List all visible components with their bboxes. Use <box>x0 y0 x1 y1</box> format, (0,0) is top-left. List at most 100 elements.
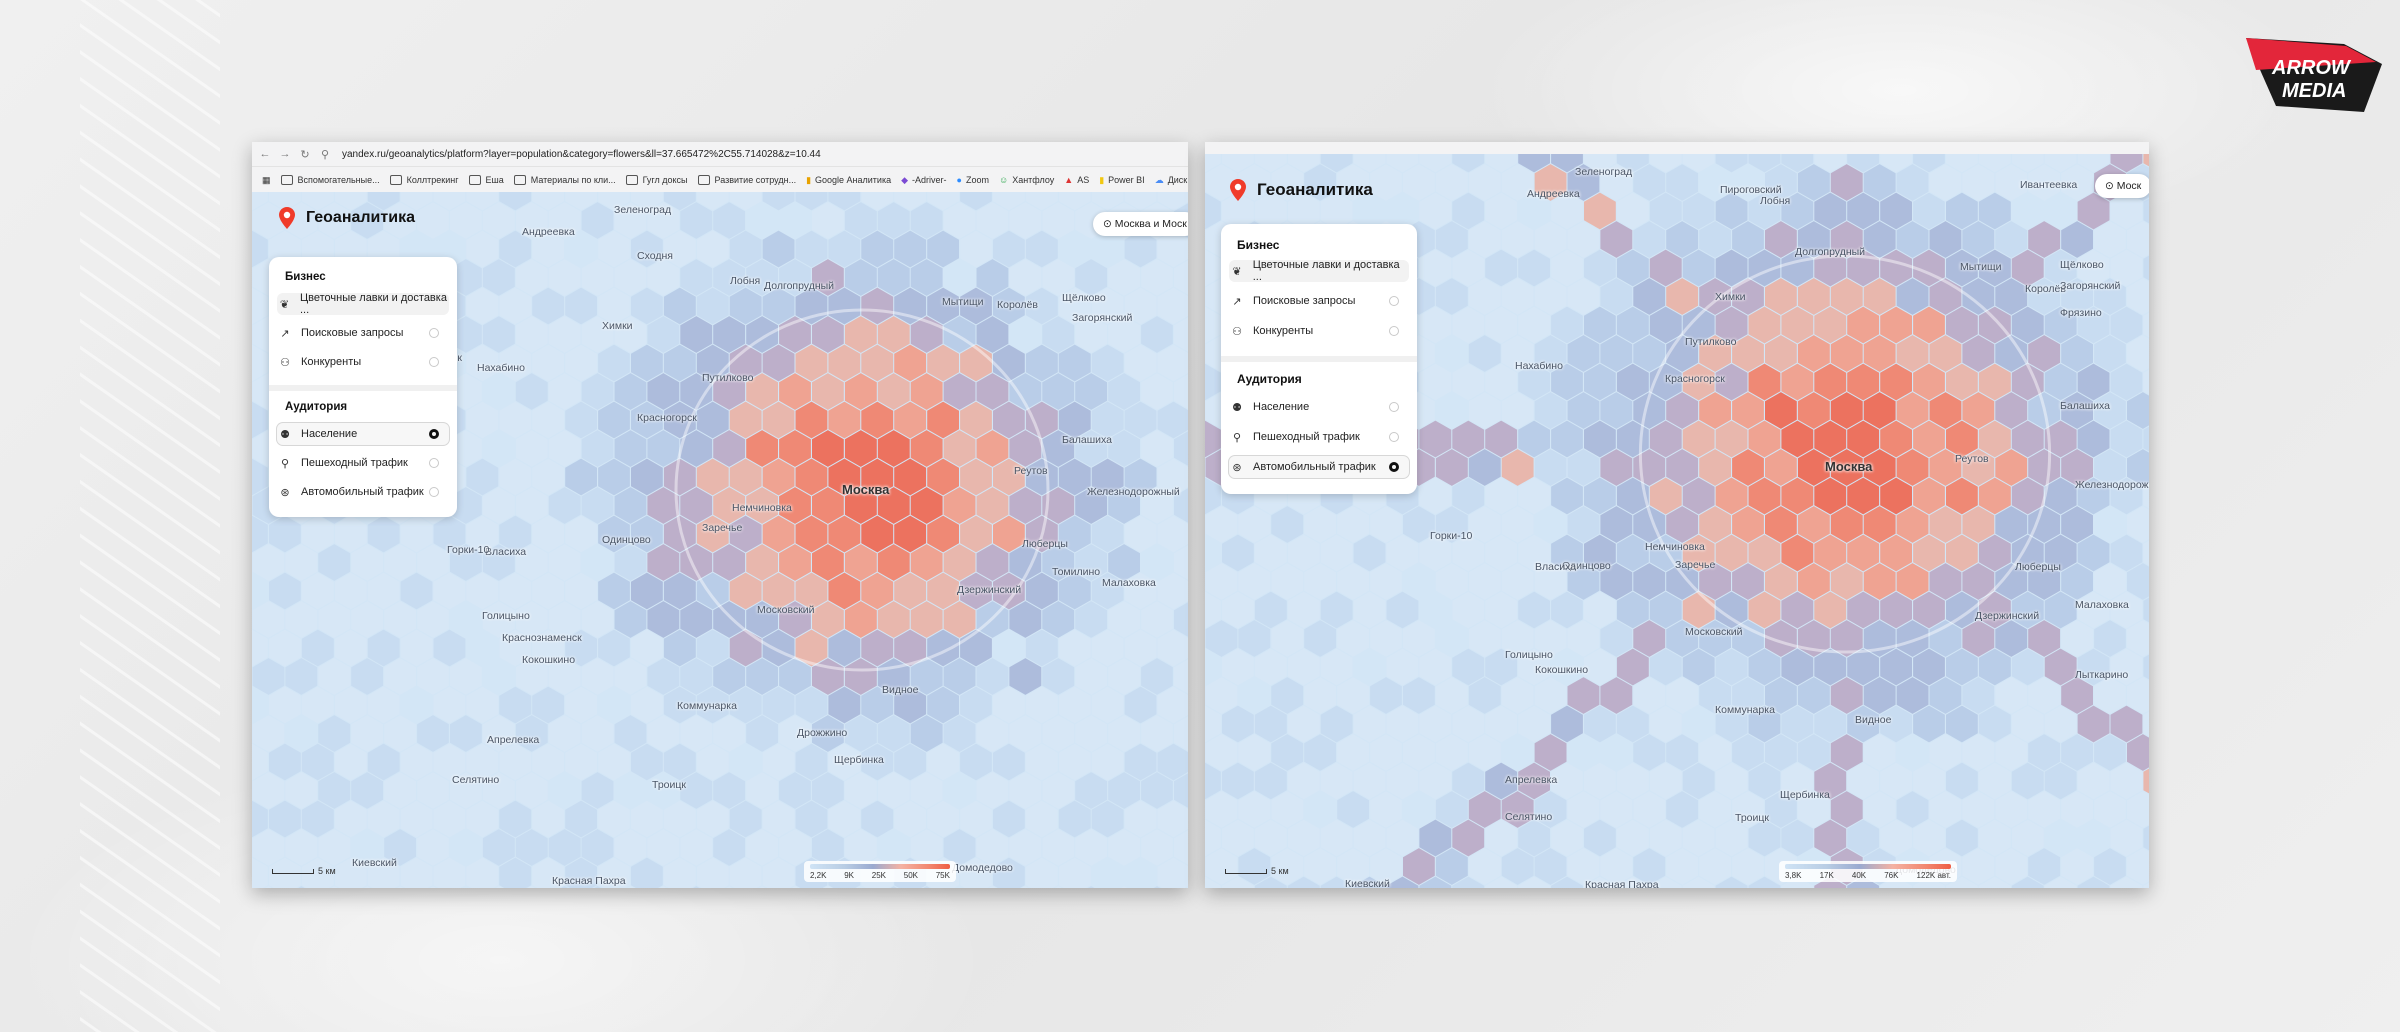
heat-hexagon <box>2011 306 2044 344</box>
map-scale: 5 км <box>268 866 336 876</box>
heat-hexagon <box>1847 876 1880 888</box>
heat-hexagon <box>1403 506 1435 543</box>
heat-hexagon <box>1025 572 1058 610</box>
radio-button[interactable] <box>429 458 439 468</box>
forward-icon[interactable]: → <box>279 148 291 160</box>
radio-button-selected[interactable] <box>429 429 439 439</box>
heat-hexagon <box>746 316 778 353</box>
heat-hexagon <box>1205 563 1238 600</box>
heat-hexagon <box>1946 705 1978 743</box>
place-label: Ивантеевка <box>2020 179 2078 191</box>
apps-grid-icon[interactable]: ▦ <box>262 174 271 185</box>
logo-text-line2: MEDIA <box>2282 80 2346 102</box>
layer-competitors[interactable]: ⚇ Конкуренты <box>1229 320 1409 342</box>
bookmark[interactable]: Еша <box>468 175 504 185</box>
heat-hexagon <box>400 572 433 610</box>
heat-hexagon <box>1287 192 1320 230</box>
heat-hexagon <box>1205 420 1221 458</box>
reload-icon[interactable]: ↻ <box>300 148 310 161</box>
heatmap-map[interactable]: Зеленоград Андреевка Сходня Лобня Долгопрудн… <box>252 192 1188 888</box>
heat-hexagon <box>1304 506 1337 543</box>
bookmark[interactable]: Гугл доксы <box>625 175 688 185</box>
category-dropdown[interactable]: ❦ Цветочные лавки и доставка ... <box>1229 259 1409 283</box>
heat-hexagon <box>1715 363 1748 401</box>
heat-hexagon <box>927 686 959 724</box>
radio-button[interactable] <box>429 487 439 497</box>
layer-population[interactable]: ⚉ Население <box>277 423 449 445</box>
heat-hexagon <box>1781 477 1814 515</box>
bookmark[interactable]: ▮ Google Аналитика <box>806 175 891 186</box>
heat-hexagon <box>1584 705 1616 743</box>
heat-hexagon <box>1682 534 1715 572</box>
bookmark[interactable]: ● Zoom <box>957 175 989 185</box>
powerbi-icon: ▮ <box>1099 174 1105 185</box>
heat-hexagon <box>779 772 811 809</box>
region-selector-button[interactable]: ⊙ Москва и Моск <box>1093 212 1188 236</box>
place-label: Дрожжино <box>797 727 848 739</box>
heat-hexagon <box>1797 506 1830 543</box>
radio-button[interactable] <box>429 328 439 338</box>
heat-hexagon <box>252 192 268 211</box>
layer-car-traffic[interactable]: ⊛ Автомобильный трафик <box>1229 456 1409 478</box>
bookmark[interactable]: ☺ Хантфлоу <box>999 175 1054 185</box>
heat-hexagon <box>680 715 713 752</box>
radio-button[interactable] <box>1389 432 1399 442</box>
layer-competitors[interactable]: ⚇ Конкуренты <box>277 351 449 373</box>
place-label: Зеленоград <box>1575 166 1633 178</box>
heatmap-map[interactable]: Зеленоград Пироговский Андреевка Ивантеевка… <box>1205 154 2149 888</box>
heat-hexagon <box>565 515 597 553</box>
heat-hexagon <box>1058 287 1091 325</box>
radio-button[interactable] <box>1389 326 1399 336</box>
radio-button[interactable] <box>429 357 439 367</box>
place-label: Видное <box>882 684 919 696</box>
bookmark[interactable]: ▲ AS <box>1064 175 1089 185</box>
site-settings-icon[interactable]: ⚲ <box>320 148 330 161</box>
layer-search-queries[interactable]: ↗ Поисковые запросы <box>277 322 449 344</box>
region-selector-button[interactable]: ⊙ Моск <box>2095 174 2149 198</box>
back-icon[interactable]: ← <box>259 148 271 160</box>
category-dropdown[interactable]: ❦ Цветочные лавки и доставка ... <box>277 292 449 316</box>
layer-car-traffic[interactable]: ⊛ Автомобильный трафик <box>277 481 449 503</box>
heat-hexagon <box>844 259 877 296</box>
layer-search-queries[interactable]: ↗ Поисковые запросы <box>1229 290 1409 312</box>
bookmark[interactable]: Материалы по кли... <box>513 175 616 185</box>
heat-hexagon <box>1814 819 1847 857</box>
heat-hexagon <box>384 544 416 581</box>
heat-hexagon <box>2077 762 2110 800</box>
bookmark[interactable]: Коллтрекинг <box>389 175 459 185</box>
layer-foot-traffic[interactable]: ⚲ Пешеходный трафик <box>1229 426 1409 448</box>
radio-button-selected[interactable] <box>1389 462 1399 472</box>
heat-hexagon <box>1025 515 1058 553</box>
layer-foot-traffic[interactable]: ⚲ Пешеходный трафик <box>277 452 449 474</box>
heat-hexagon <box>318 829 351 866</box>
heat-hexagon <box>779 715 811 752</box>
heat-hexagon <box>1501 848 1534 885</box>
heat-hexagon <box>1995 734 2028 771</box>
heat-hexagon <box>1978 705 2011 743</box>
heat-hexagon <box>976 202 1009 239</box>
bookmark[interactable]: Вспомогательные... <box>280 175 380 185</box>
bookmark[interactable]: Развитие сотрудн... <box>697 175 796 185</box>
heat-hexagon <box>1320 154 1353 173</box>
radio-button[interactable] <box>1389 296 1399 306</box>
heat-hexagon <box>713 715 746 752</box>
bookmark[interactable]: ◆ -Adriver- <box>901 175 946 186</box>
radio-button[interactable] <box>1389 402 1399 412</box>
heat-hexagon <box>1091 686 1124 724</box>
heat-hexagon <box>1518 648 1550 686</box>
heat-hexagon <box>1304 563 1337 600</box>
heat-hexagon <box>1584 192 1616 230</box>
url-field[interactable]: yandex.ru/geoanalytics/platform?layer=po… <box>342 148 821 160</box>
heat-hexagon <box>1633 734 1666 771</box>
category-label: Цветочные лавки и доставка ... <box>1252 259 1400 283</box>
heat-hexagon <box>1353 154 1386 173</box>
heat-hexagon <box>1058 458 1091 496</box>
heat-hexagon <box>548 544 581 581</box>
layer-population[interactable]: ⚉ Население <box>1229 396 1409 418</box>
place-label: Люберцы <box>1022 538 1068 550</box>
place-label: Заречье <box>702 522 743 534</box>
heat-hexagon <box>1962 620 1995 657</box>
bookmark[interactable]: ▮ Power BI <box>1099 175 1144 186</box>
heat-hexagon <box>1042 487 1075 524</box>
bookmark[interactable]: ☁ Диск <box>1155 175 1188 186</box>
